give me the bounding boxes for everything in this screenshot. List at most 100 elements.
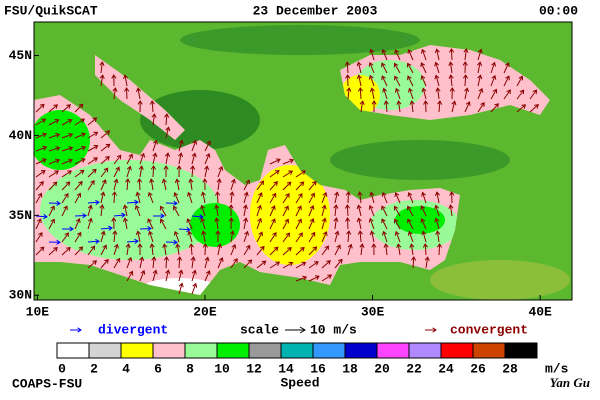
wind-arrow bbox=[191, 269, 197, 282]
terrain bbox=[180, 25, 420, 55]
wind-arrow bbox=[464, 101, 471, 113]
wind-arrow bbox=[369, 87, 375, 100]
wind-arrow bbox=[369, 48, 375, 61]
wind-arrow bbox=[74, 132, 86, 139]
wind-arrow bbox=[163, 165, 169, 178]
wind-arrow bbox=[61, 226, 74, 232]
wind-arrow bbox=[191, 152, 197, 165]
footer-right: Yan Gu bbox=[550, 375, 590, 390]
wind-arrow bbox=[437, 100, 443, 113]
wind-arrow bbox=[74, 169, 85, 178]
wind-arrow bbox=[74, 246, 84, 256]
wind-arrow bbox=[357, 191, 363, 204]
wind-arrow bbox=[87, 204, 93, 217]
wind-arrow bbox=[308, 218, 315, 230]
wind-arrow bbox=[295, 275, 308, 282]
wind-arrow bbox=[424, 256, 430, 269]
wind-arrow bbox=[308, 192, 316, 204]
wind-arrow bbox=[190, 256, 196, 269]
wind-arrow bbox=[165, 269, 171, 282]
wind-arrow bbox=[35, 169, 46, 178]
wind-arrow bbox=[113, 178, 119, 191]
wind-arrow bbox=[393, 205, 401, 217]
legend-divergent: divergent bbox=[98, 322, 168, 337]
wind-arrow bbox=[134, 204, 141, 217]
wind-arrow bbox=[269, 181, 278, 191]
wind-arrow bbox=[282, 246, 292, 256]
wind-arrow bbox=[382, 87, 388, 100]
wind-arrow bbox=[407, 218, 414, 230]
wind-arrow bbox=[356, 74, 362, 87]
wind-arrow bbox=[434, 48, 440, 61]
wind-arrow bbox=[87, 144, 99, 152]
wind-arrow bbox=[308, 231, 316, 243]
wind-arrow bbox=[381, 218, 388, 230]
wind-arrow bbox=[100, 244, 107, 256]
wind-arrow bbox=[61, 181, 71, 191]
wind-arrow bbox=[126, 270, 134, 282]
wind-arrow bbox=[152, 139, 158, 152]
wind-arrow bbox=[150, 165, 156, 178]
wind-arrow bbox=[295, 232, 303, 243]
y-tick-label: 30N bbox=[9, 288, 32, 303]
wind-arrow bbox=[214, 217, 220, 230]
wind-arrow bbox=[61, 104, 71, 113]
wind-arrow bbox=[216, 178, 222, 191]
wind-arrow bbox=[113, 257, 121, 269]
wind-arrow bbox=[394, 49, 401, 61]
wind-arrow bbox=[113, 243, 119, 256]
x-tick-label: 40E bbox=[528, 304, 552, 319]
wind-arrow bbox=[407, 230, 414, 243]
wind-arrow bbox=[407, 49, 414, 61]
wind-arrow bbox=[111, 191, 118, 204]
wind-arrow bbox=[35, 118, 47, 126]
wind-arrow bbox=[230, 178, 236, 191]
colorbar-tick-label: 22 bbox=[406, 361, 422, 376]
wind-arrow bbox=[407, 75, 414, 87]
colorbar-tick-label: 16 bbox=[310, 361, 326, 376]
wind-arrow bbox=[381, 205, 388, 217]
wind-arrow bbox=[346, 87, 352, 100]
wind-arrow bbox=[87, 157, 98, 165]
wind-arrow bbox=[448, 74, 454, 87]
wind-arrow bbox=[230, 243, 237, 256]
wind-arrow bbox=[61, 205, 68, 217]
legend-scale: scale bbox=[240, 322, 279, 337]
wind-arrow bbox=[228, 217, 234, 230]
wind-arrow bbox=[174, 178, 180, 191]
wind-arrow bbox=[436, 243, 443, 256]
wind-arrow bbox=[139, 269, 146, 282]
wind-arrow bbox=[529, 89, 538, 100]
wind-arrow bbox=[477, 48, 483, 61]
wind-arrow bbox=[243, 191, 249, 204]
wind-arrow bbox=[87, 168, 97, 178]
colorbar-tick-label: 0 bbox=[58, 361, 66, 376]
wind-arrow bbox=[421, 87, 427, 100]
wind-arrow bbox=[70, 327, 82, 333]
colorbar-box bbox=[408, 342, 442, 359]
wind-arrow bbox=[321, 274, 333, 282]
wind-arrow bbox=[74, 103, 84, 113]
colorbar-tick-label: 14 bbox=[278, 361, 294, 376]
wind-arrow bbox=[256, 180, 264, 191]
wind-arrow bbox=[35, 103, 45, 113]
wind-arrow bbox=[347, 243, 353, 256]
wind-arrows bbox=[35, 48, 539, 295]
wind-arrow bbox=[242, 204, 248, 217]
wind-arrow bbox=[334, 191, 340, 204]
wind-arrow bbox=[165, 239, 178, 245]
wind-arrow bbox=[61, 158, 73, 165]
legend: divergent scale 10 m/s convergent bbox=[70, 322, 528, 337]
scale-arrow-head bbox=[299, 326, 306, 334]
wind-arrow bbox=[359, 243, 365, 256]
wind-arrow bbox=[229, 230, 235, 243]
wind-arrow bbox=[111, 74, 117, 87]
wind-arrow bbox=[35, 214, 48, 220]
sea-speed bbox=[40, 160, 220, 260]
wind-arrow bbox=[100, 130, 111, 139]
wind-arrow bbox=[173, 192, 180, 204]
wind-arrow bbox=[74, 231, 82, 243]
wind-arrow bbox=[178, 269, 184, 282]
colorbar-tick-label: 8 bbox=[186, 361, 194, 376]
x-tick-label: 20E bbox=[193, 304, 217, 319]
